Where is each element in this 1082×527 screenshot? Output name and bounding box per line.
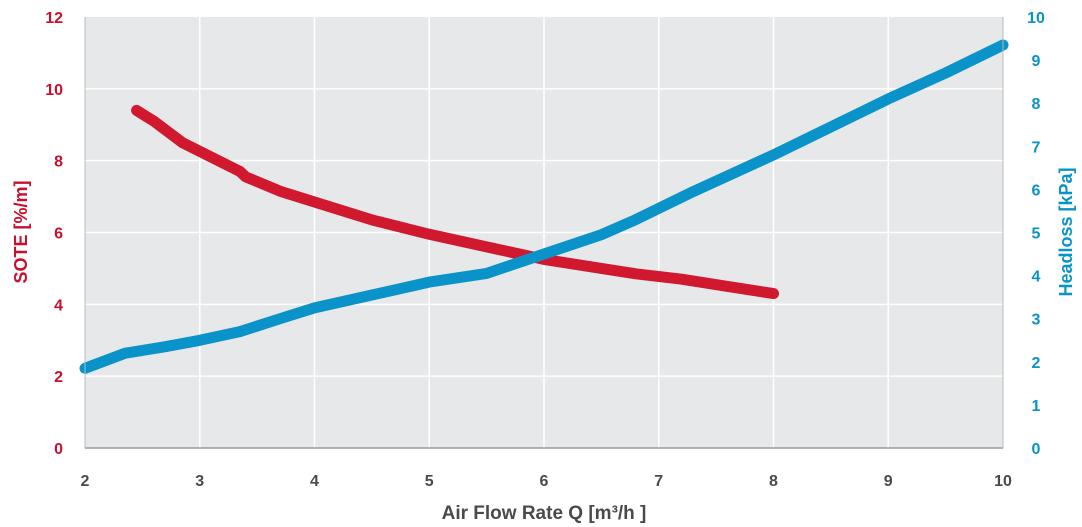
y-tick-label-right: 8 xyxy=(1032,96,1041,113)
y-tick-label-left: 6 xyxy=(54,226,63,243)
y-tick-label-right: 7 xyxy=(1032,139,1041,156)
y-tick-label-left: 10 xyxy=(45,82,63,99)
y-tick-label-left: 12 xyxy=(45,10,63,27)
x-tick-label: 4 xyxy=(310,473,319,490)
x-tick-label: 7 xyxy=(654,473,663,490)
y-tick-label-right: 6 xyxy=(1032,182,1041,199)
y-tick-label-right: 2 xyxy=(1032,355,1041,372)
x-tick-label: 3 xyxy=(195,473,204,490)
series-layer xyxy=(79,39,1009,374)
y-tick-label-right: 4 xyxy=(1032,269,1041,286)
y-tick-label-right: 3 xyxy=(1032,312,1041,329)
y-tick-label-right: 10 xyxy=(1027,10,1045,27)
x-axis-label: Air Flow Rate Q [m³/h ] xyxy=(442,503,647,524)
x-tick-label: 8 xyxy=(769,473,778,490)
y-tick-label-right: 0 xyxy=(1032,441,1041,458)
y-axis-label-right: Headloss [kPa] xyxy=(1056,167,1076,296)
y-tick-label-left: 0 xyxy=(54,441,63,458)
series-line-headloss xyxy=(79,39,1009,374)
y-tick-label-left: 4 xyxy=(54,297,63,314)
y-axis-label-left: SOTE [%/m] xyxy=(11,180,31,283)
series-line-sote xyxy=(131,104,779,300)
y-tick-label-right: 1 xyxy=(1032,398,1041,415)
y-tick-label-right: 5 xyxy=(1032,226,1041,243)
y-tick-label-right: 9 xyxy=(1032,53,1041,70)
x-tick-label: 10 xyxy=(994,473,1012,490)
y-tick-label-left: 8 xyxy=(54,154,63,171)
x-tick-label: 2 xyxy=(81,473,90,490)
y-tick-label-left: 2 xyxy=(54,369,63,386)
x-tick-label: 5 xyxy=(425,473,434,490)
x-tick-label: 6 xyxy=(540,473,549,490)
x-tick-label: 9 xyxy=(884,473,893,490)
